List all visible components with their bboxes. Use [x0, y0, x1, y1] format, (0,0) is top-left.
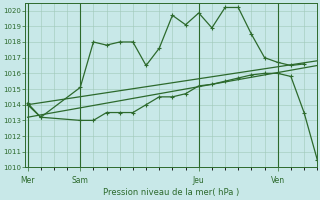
X-axis label: Pression niveau de la mer( hPa ): Pression niveau de la mer( hPa ): [103, 188, 239, 197]
